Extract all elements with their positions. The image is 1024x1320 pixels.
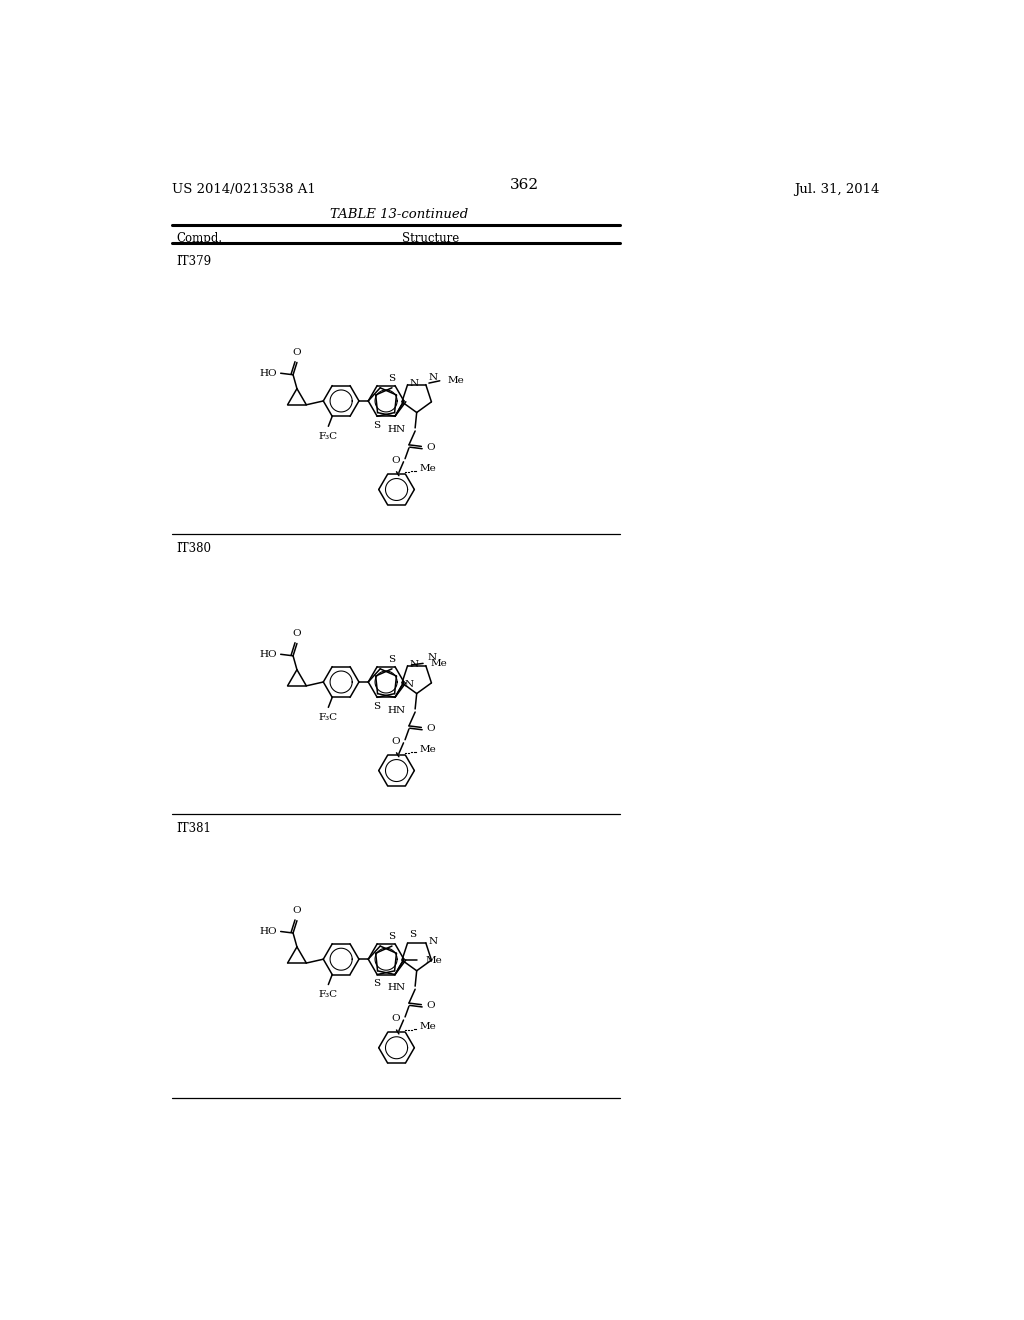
Text: HN: HN bbox=[388, 706, 406, 715]
Text: N: N bbox=[410, 379, 419, 388]
Text: O: O bbox=[426, 442, 434, 451]
Text: O: O bbox=[293, 630, 301, 638]
Text: O: O bbox=[426, 723, 434, 733]
Text: N: N bbox=[428, 372, 437, 381]
Text: 362: 362 bbox=[510, 178, 540, 191]
Text: S: S bbox=[374, 979, 381, 989]
Text: HO: HO bbox=[260, 649, 278, 659]
Text: S: S bbox=[388, 374, 395, 383]
Text: HN: HN bbox=[388, 425, 406, 434]
Text: Me: Me bbox=[447, 376, 464, 385]
Text: N: N bbox=[427, 653, 436, 661]
Text: Me: Me bbox=[425, 956, 442, 965]
Text: F₃C: F₃C bbox=[318, 432, 338, 441]
Text: TABLE 13-continued: TABLE 13-continued bbox=[330, 209, 468, 222]
Text: N: N bbox=[410, 660, 419, 669]
Text: F₃C: F₃C bbox=[318, 990, 338, 999]
Text: Structure: Structure bbox=[401, 231, 459, 244]
Text: IT380: IT380 bbox=[176, 543, 211, 554]
Text: Me: Me bbox=[419, 746, 436, 754]
Text: S: S bbox=[410, 931, 417, 939]
Text: HO: HO bbox=[260, 368, 278, 378]
Text: Jul. 31, 2014: Jul. 31, 2014 bbox=[795, 183, 880, 197]
Text: HO: HO bbox=[260, 927, 278, 936]
Text: US 2014/0213538 A1: US 2014/0213538 A1 bbox=[172, 183, 316, 197]
Text: O: O bbox=[293, 907, 301, 915]
Text: O: O bbox=[392, 455, 400, 465]
Text: IT381: IT381 bbox=[176, 822, 211, 836]
Text: Me: Me bbox=[419, 465, 436, 473]
Text: S: S bbox=[374, 702, 381, 711]
Text: S: S bbox=[388, 655, 395, 664]
Text: Me: Me bbox=[431, 659, 447, 668]
Text: O: O bbox=[392, 1014, 400, 1023]
Text: O: O bbox=[426, 1001, 434, 1010]
Text: S: S bbox=[374, 421, 381, 430]
Text: S: S bbox=[388, 932, 395, 941]
Text: Me: Me bbox=[419, 1023, 436, 1031]
Text: O: O bbox=[392, 737, 400, 746]
Text: N: N bbox=[429, 937, 438, 946]
Text: IT379: IT379 bbox=[176, 255, 211, 268]
Text: O: O bbox=[293, 348, 301, 358]
Text: Compd.: Compd. bbox=[176, 231, 222, 244]
Text: HN: HN bbox=[388, 983, 406, 993]
Text: F₃C: F₃C bbox=[318, 713, 338, 722]
Text: N: N bbox=[404, 680, 414, 689]
